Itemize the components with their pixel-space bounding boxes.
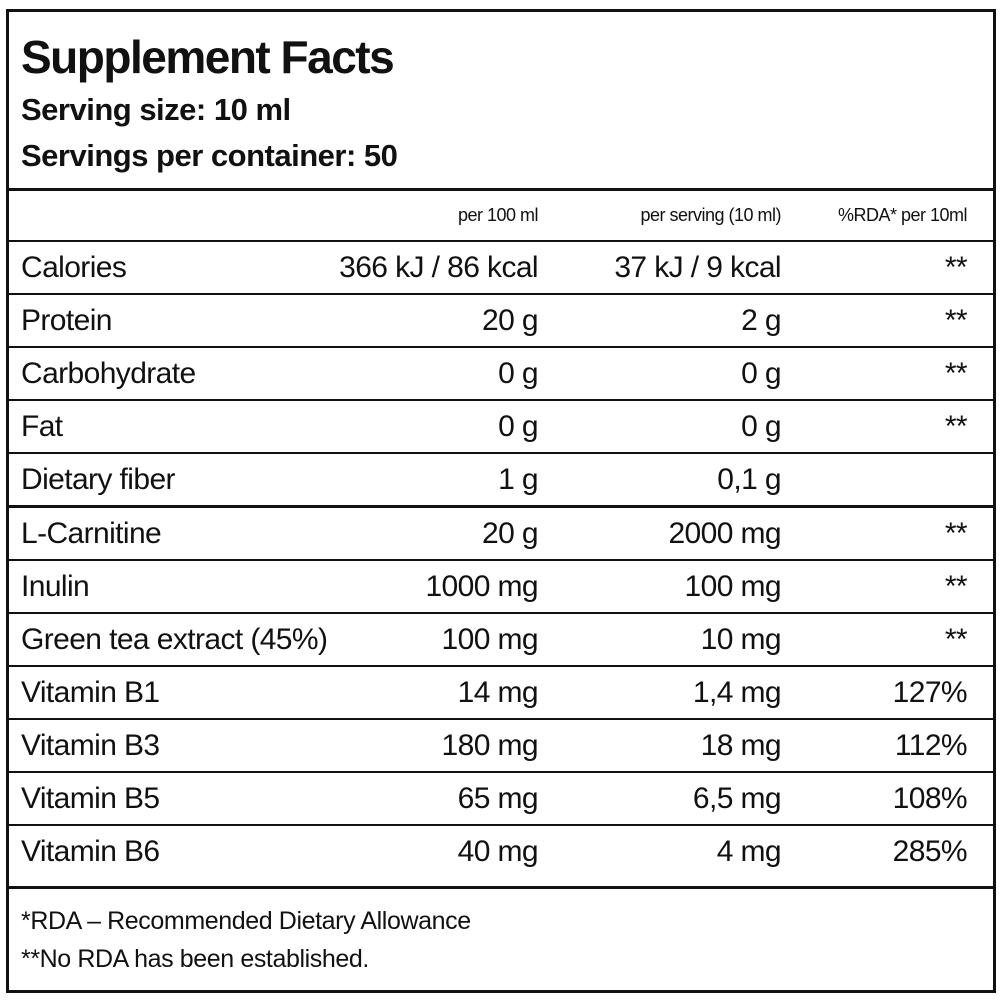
nutrient-name: L-Carnitine: [21, 517, 162, 550]
nutrient-name: Vitamin B1: [21, 676, 160, 709]
nutrient-value: **: [944, 517, 968, 550]
nutrient-value: 100 mg: [684, 570, 782, 603]
nutrient-value: 1000 mg: [425, 570, 538, 603]
nutrient-value: **: [944, 304, 968, 337]
table-row: Dietary fiber 1 g 0,1 g: [9, 454, 993, 508]
table-row: Vitamin B1 14 mg 1,4 mg 127%: [9, 667, 993, 720]
column-header: %RDA* per 10ml: [837, 205, 968, 225]
table-row: Vitamin B5 65 mg 6,5 mg 108%: [9, 773, 993, 826]
nutrient-value: 65 mg: [457, 782, 539, 815]
nutrient-name: Vitamin B3: [21, 729, 160, 762]
nutrient-value: 14 mg: [457, 676, 539, 709]
nutrient-name: Dietary fiber: [21, 463, 176, 496]
nutrient-value: 285%: [892, 835, 968, 868]
footnotes: *RDA – Recommended Dietary Allowance **No…: [21, 902, 471, 978]
nutrient-name: Green tea extract (45%): [21, 623, 328, 656]
nutrient-value: 20 g: [482, 304, 539, 337]
table-row: Calories 366 kJ / 86 kcal 37 kJ / 9 kcal **: [9, 242, 993, 295]
servings-per-container: Servings per container: 50: [21, 138, 398, 173]
nutrient-value: 0,1 g: [717, 463, 781, 496]
nutrient-value: 180 mg: [441, 729, 539, 762]
nutrient-value: 112%: [894, 729, 968, 762]
table-row: Vitamin B3 180 mg 18 mg 112%: [9, 720, 993, 773]
table-row: Green tea extract (45%) 100 mg 10 mg **: [9, 614, 993, 667]
nutrient-value: 40 mg: [457, 835, 539, 868]
nutrient-value: 366 kJ / 86 kcal: [339, 251, 538, 284]
nutrient-value: 0 g: [741, 357, 782, 390]
table-row: Vitamin B6 40 mg 4 mg 285%: [9, 826, 993, 889]
table-row: L-Carnitine 20 g 2000 mg **: [9, 508, 993, 561]
nutrient-value: 6,5 mg: [692, 782, 782, 815]
nutrient-name: Protein: [21, 304, 112, 337]
supplement-facts-panel: Supplement Facts Serving size: 10 ml Ser…: [6, 9, 996, 993]
nutrient-name: Calories: [21, 251, 127, 284]
column-header: per serving (10 ml): [640, 205, 781, 225]
nutrient-value: 20 g: [482, 517, 539, 550]
nutrient-value: **: [944, 623, 968, 656]
nutrient-value: 108%: [892, 782, 968, 815]
table-row: Protein 20 g 2 g **: [9, 295, 993, 348]
table-row: Carbohydrate 0 g 0 g **: [9, 348, 993, 401]
nutrient-value: **: [944, 410, 968, 443]
nutrient-value: 0 g: [741, 410, 782, 443]
nutrient-name: Fat: [21, 410, 63, 443]
table-row: Inulin 1000 mg 100 mg **: [9, 561, 993, 614]
nutrient-value: **: [944, 570, 968, 603]
nutrient-value: 0 g: [498, 357, 539, 390]
nutrient-value: 18 mg: [700, 729, 782, 762]
nutrient-value: **: [944, 251, 968, 284]
nutrient-value: **: [944, 357, 968, 390]
nutrient-value: 0 g: [498, 410, 539, 443]
column-header: per 100 ml: [457, 205, 539, 225]
table-row: Fat 0 g 0 g **: [9, 401, 993, 454]
nutrient-name: Vitamin B5: [21, 782, 160, 815]
nutrient-value: 1,4 mg: [692, 676, 782, 709]
nutrient-value: 10 mg: [700, 623, 782, 656]
nutrient-value: 1 g: [498, 463, 539, 496]
serving-size: Serving size: 10 ml: [21, 92, 291, 127]
nutrient-name: Inulin: [21, 570, 90, 603]
nutrient-value: 4 mg: [716, 835, 782, 868]
nutrient-value: 127%: [892, 676, 968, 709]
title: Supplement Facts: [21, 31, 395, 83]
footnote: **No RDA has been established.: [21, 945, 369, 973]
nutrient-value: 100 mg: [441, 623, 539, 656]
nutrient-value: 2 g: [741, 304, 782, 337]
nutrient-value: 37 kJ / 9 kcal: [614, 251, 781, 284]
facts-table: per 100 ml per serving (10 ml) %RDA* per 1…: [9, 188, 993, 889]
nutrient-value: 2000 mg: [668, 517, 781, 550]
nutrient-name: Vitamin B6: [21, 835, 160, 868]
nutrient-name: Carbohydrate: [21, 357, 196, 390]
column-header-row: per 100 ml per serving (10 ml) %RDA* per 1…: [9, 191, 993, 242]
footnote: *RDA – Recommended Dietary Allowance: [21, 907, 471, 935]
